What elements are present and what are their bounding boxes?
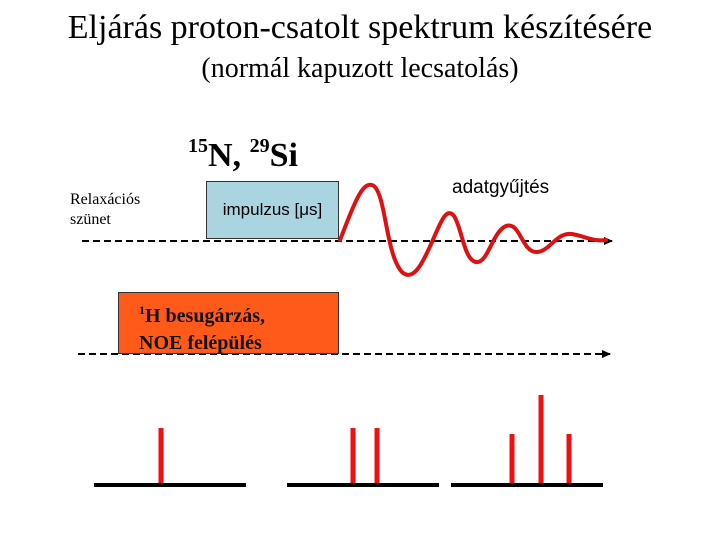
pulse-label: impulzus [μs] [222,200,323,219]
proton-irradiation-box: 1H besugárzás, NOE felépülés [118,292,339,354]
proton-box-line1-text: H besugárzás, [145,305,265,327]
relaxation-label: Relaxációs szünet [70,190,140,230]
proton-box-line2: NOE felépülés [139,332,262,354]
proton-box-line1: 1H besugárzás, [139,297,338,330]
relaxation-label-line1: Relaxációs [70,191,141,208]
si-symbol: Si [269,137,298,174]
n-mass-number: 15 [188,135,208,157]
page-title: Eljárás proton-csatolt spektrum készítés… [67,9,653,46]
relaxation-label-line2: szünet [70,211,111,228]
pulse-box: impulzus [μs] [206,181,339,239]
fid-wave [338,182,608,277]
si-mass-number: 29 [249,135,270,157]
nuclei-label: 15N, 29Si [188,126,298,176]
n-symbol: N, [208,137,242,174]
acquisition-label: adatgyűjtés [452,177,550,198]
proton-mass-number: 1 [139,303,145,317]
page-subtitle: (normál kapuzott lecsatolás) [201,53,519,84]
